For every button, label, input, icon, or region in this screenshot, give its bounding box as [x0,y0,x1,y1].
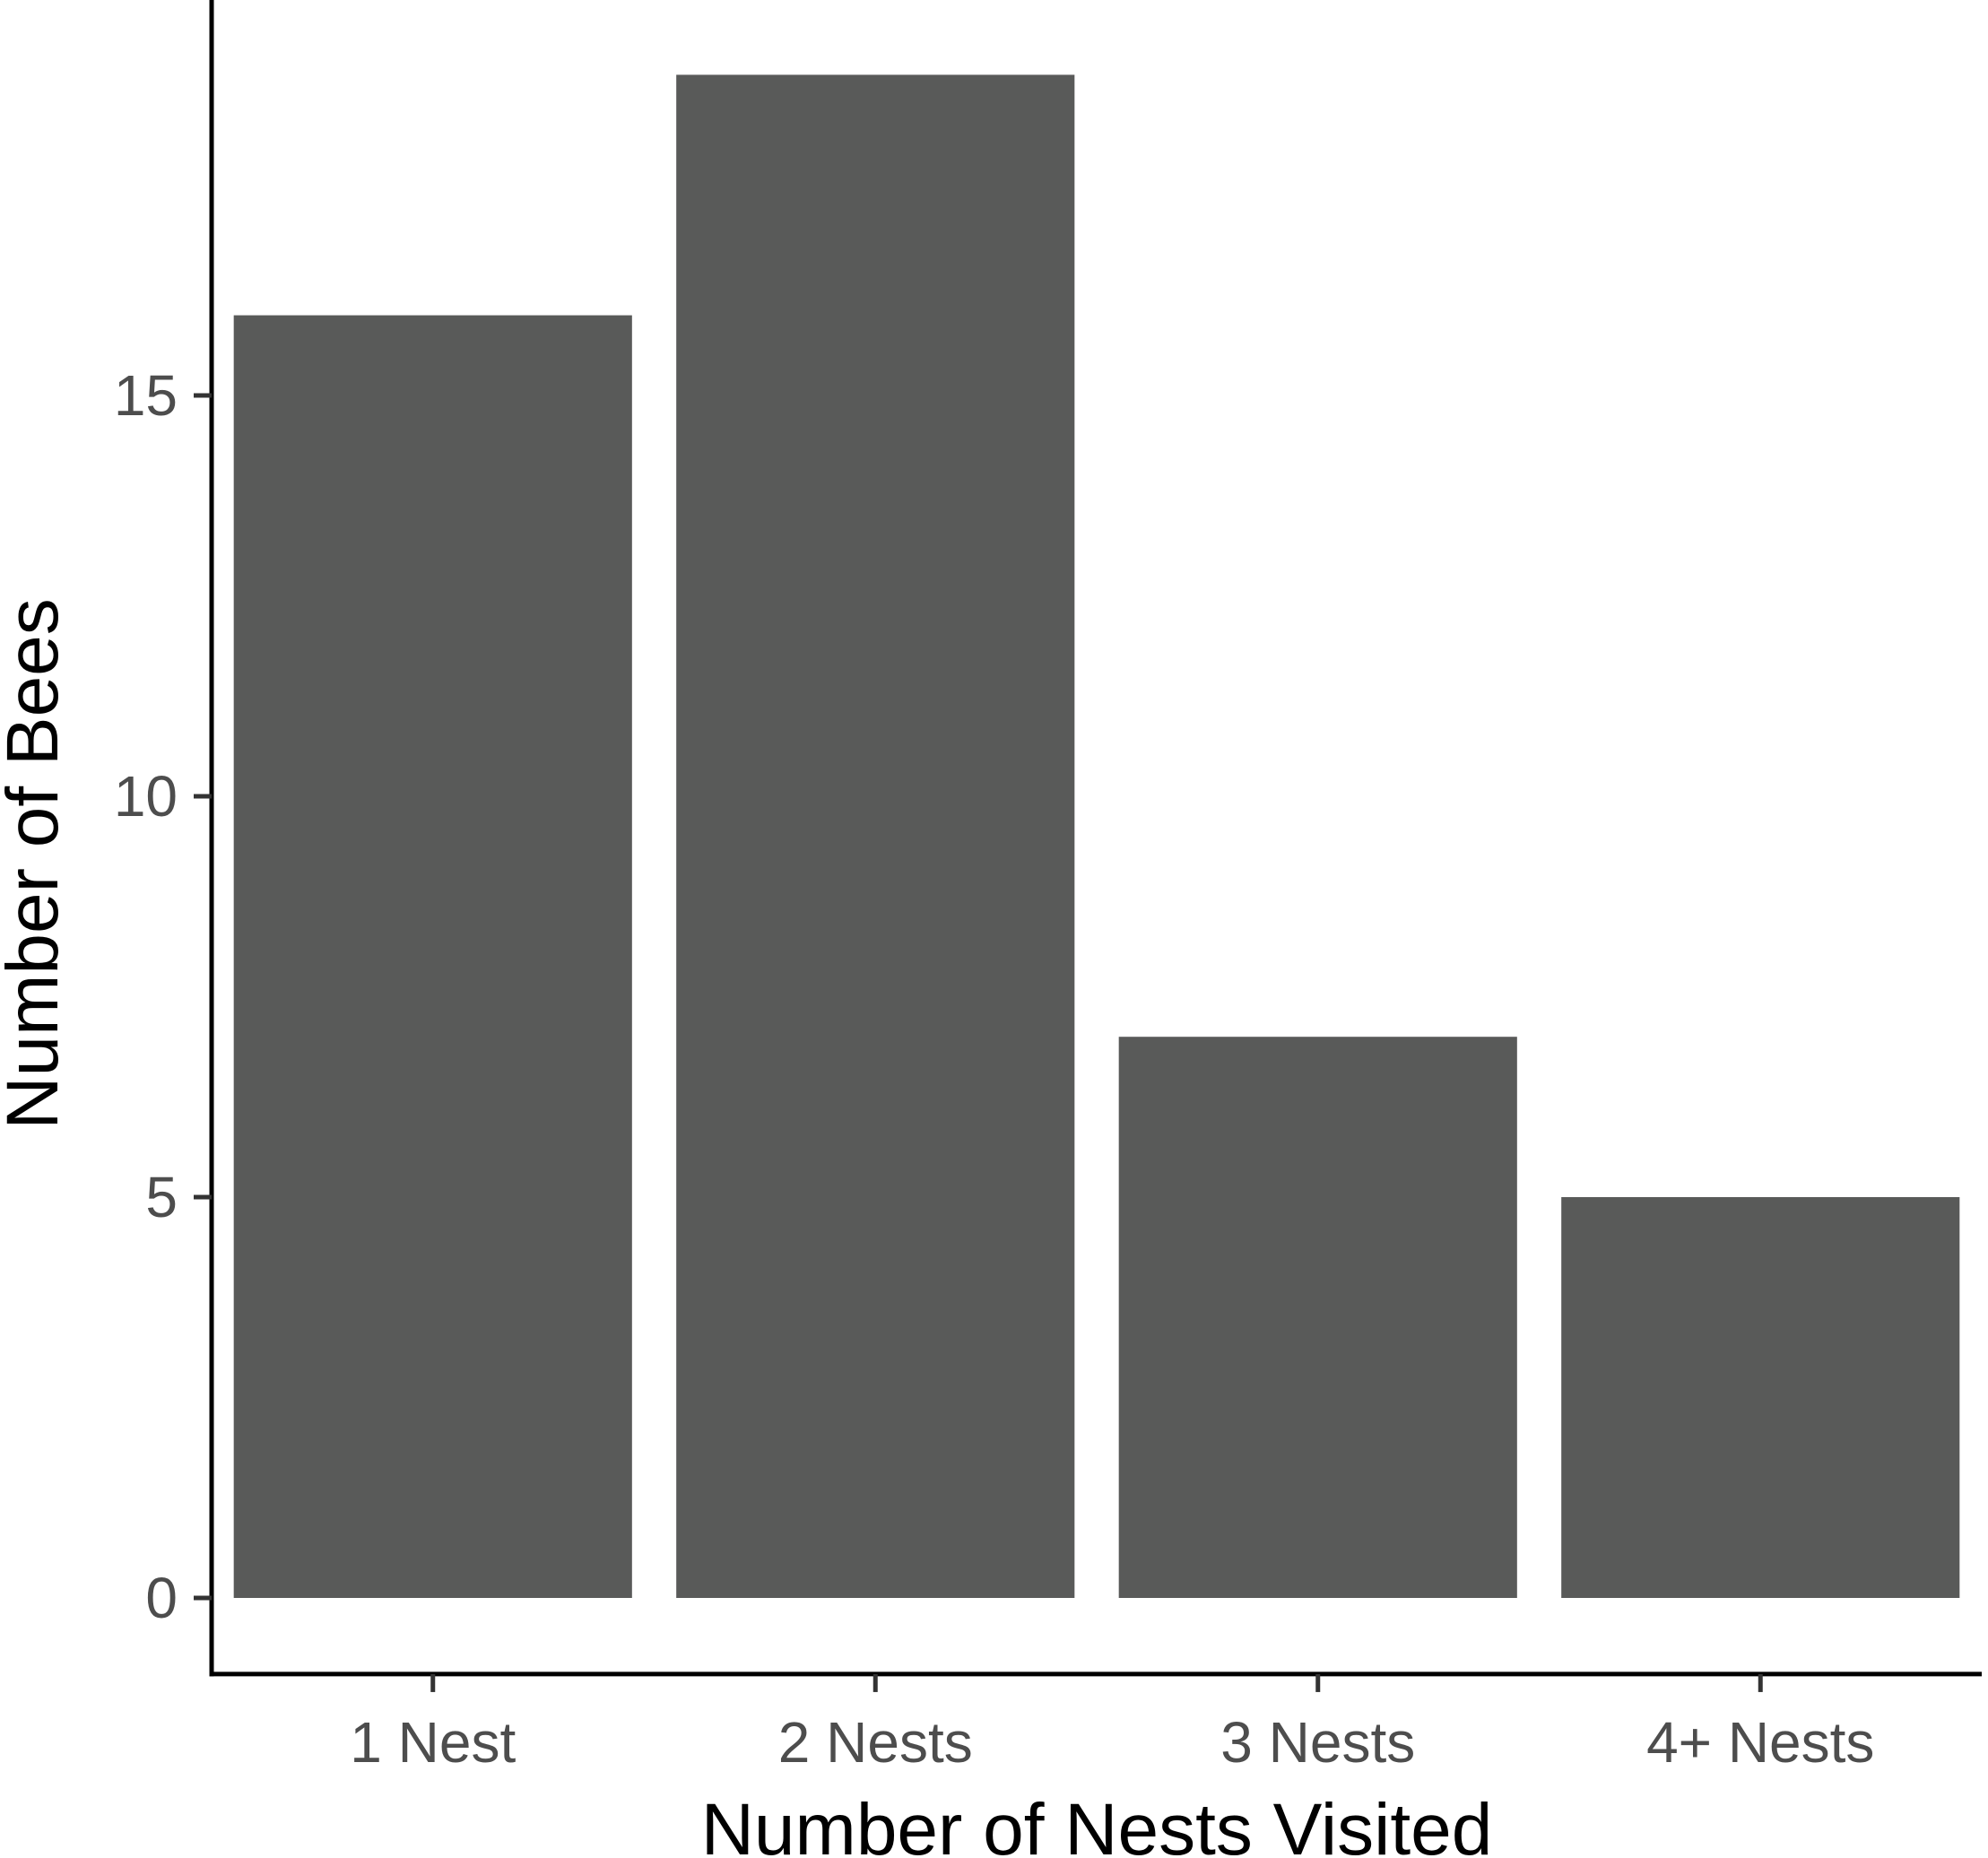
y-tick-label: 10 [114,764,178,829]
y-axis-ticks: 0 5 10 15 [114,363,212,1630]
x-axis-title: Number of Nests Visited [701,1789,1493,1858]
bar-1-nest [233,315,632,1599]
x-tick-label: 4+ Nests [1646,1710,1874,1775]
bars-group [233,74,1960,1599]
x-axis-ticks: 1 Nest 2 Nests 3 Nests 4+ Nests [350,1673,1874,1775]
y-tick-label: 5 [145,1165,178,1229]
x-tick-label: 3 Nests [1220,1710,1415,1775]
bar-4-nests [1561,1197,1960,1598]
y-tick-label: 0 [145,1566,178,1630]
y-axis-title: Number of Bees [0,598,74,1130]
y-tick-label: 15 [114,363,178,428]
x-tick-label: 1 Nest [350,1710,516,1775]
bar-2-nests [676,74,1075,1598]
bar-3-nests [1118,1037,1517,1598]
x-tick-label: 2 Nests [778,1710,973,1775]
